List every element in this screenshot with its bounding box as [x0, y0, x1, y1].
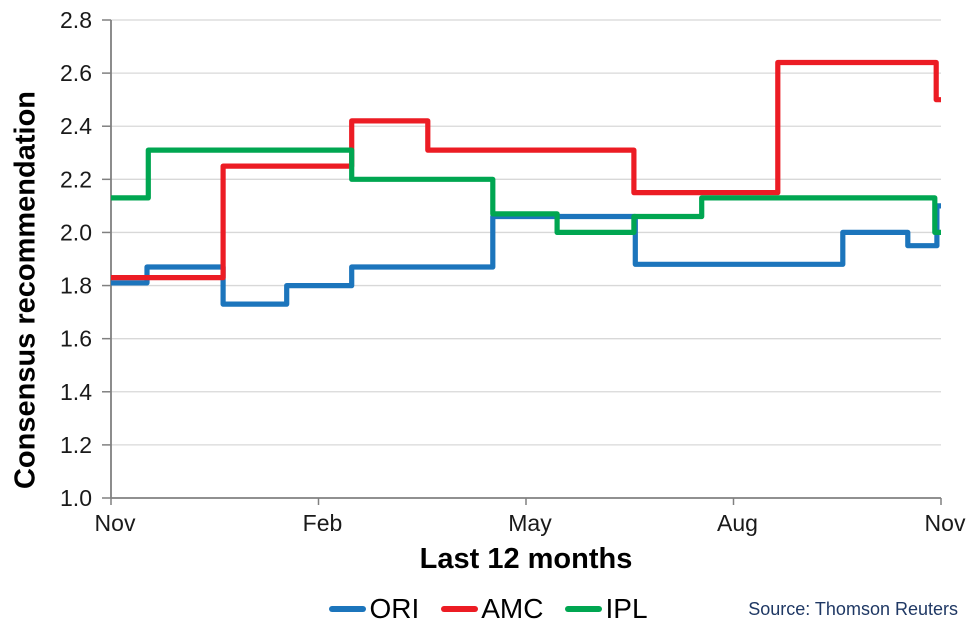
- y-tick-label: 2.8: [60, 7, 92, 33]
- y-tick-label: 2.6: [60, 60, 92, 86]
- legend-label-ipl: IPL: [605, 593, 648, 624]
- x-axis-title: Last 12 months: [419, 543, 633, 575]
- y-tick-label: 1.8: [60, 273, 92, 299]
- series-line-ipl: [111, 147, 941, 235]
- legend-swatch-ipl: [565, 606, 603, 612]
- legend-label-ori: ORI: [369, 593, 420, 624]
- legend-swatch-amc: [441, 606, 479, 612]
- legend-item-ipl: IPL: [565, 592, 648, 626]
- y-tick-label: 2.0: [60, 219, 92, 245]
- series-line-amc: [111, 59, 941, 281]
- y-tick-label: 1.4: [60, 379, 92, 405]
- legend-item-ori: ORI: [329, 592, 419, 626]
- y-tick-label: 2.2: [60, 166, 92, 192]
- source-attribution: Source: Thomson Reuters: [748, 599, 958, 619]
- x-tick-label: Nov: [925, 510, 966, 536]
- x-tick-label: Nov: [95, 510, 136, 536]
- x-tick-label: Aug: [717, 510, 758, 536]
- legend-swatch-ori: [329, 606, 367, 612]
- legend-label-amc: AMC: [481, 593, 544, 624]
- legend-item-amc: AMC: [441, 592, 543, 626]
- y-tick-label: 1.0: [60, 485, 92, 511]
- x-tick-label: Feb: [303, 510, 343, 536]
- y-tick-label: 1.6: [60, 326, 92, 352]
- y-axis-title: Consensus recommendation: [9, 90, 42, 490]
- chart-legend: ORI AMC IPL: [0, 592, 977, 626]
- y-tick-label: 1.2: [60, 432, 92, 458]
- y-tick-label: 2.4: [60, 113, 92, 139]
- x-tick-label: May: [508, 510, 552, 536]
- series-line-ori: [111, 203, 941, 307]
